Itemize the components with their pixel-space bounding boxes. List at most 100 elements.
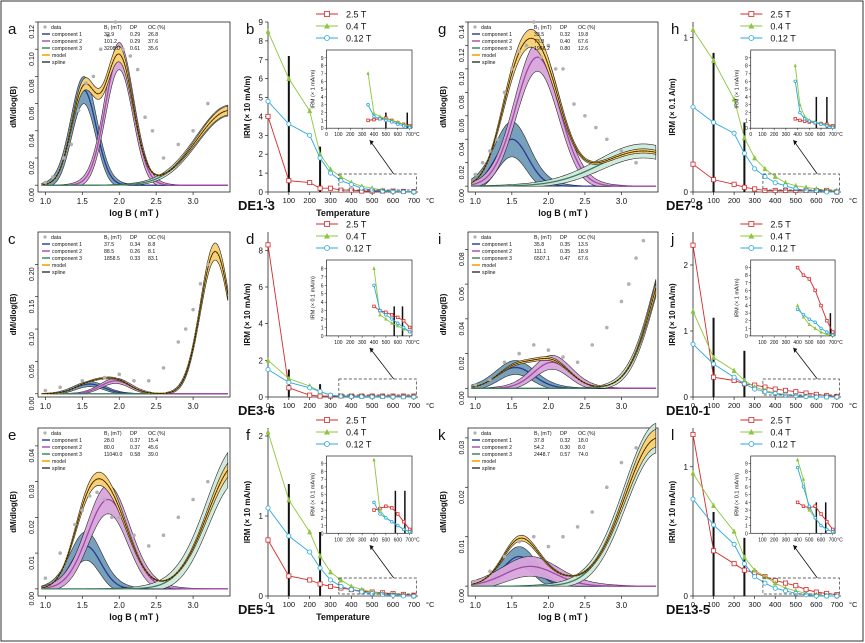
data-point — [191, 307, 195, 312]
point-0.4T — [690, 307, 696, 314]
point-0.12T — [752, 166, 758, 172]
point-0.4T — [265, 28, 271, 34]
legend-row-dp: 0.58 — [130, 452, 140, 458]
inset-x-tick-label: 200 — [770, 340, 779, 346]
point-0.12T — [819, 122, 823, 126]
point-0.12T — [731, 374, 737, 380]
data-point — [206, 262, 210, 267]
point-0.12T — [348, 181, 354, 187]
x-unit-label: °C — [849, 600, 858, 609]
legend-marker — [324, 441, 330, 447]
inset-x-tick-label: 600 — [394, 132, 403, 138]
point-2.5T — [711, 548, 717, 554]
inset-y-tick-label: 6 — [321, 283, 324, 289]
point-0.12T — [378, 308, 382, 313]
x-tick-label: 300 — [324, 401, 337, 410]
data-point — [143, 115, 147, 119]
x-tick-label: 2.5 — [579, 601, 591, 610]
data-point — [641, 238, 646, 243]
data-point — [102, 375, 107, 380]
x-tick-label: 2.5 — [579, 402, 591, 411]
inset-x-tick-label: 100 — [334, 132, 343, 138]
point-0.12T — [407, 125, 412, 130]
y-tick-label: 0.08 — [459, 95, 466, 109]
y-tick-label: 1 — [684, 327, 689, 336]
inset-x-tick-label: 700 — [405, 132, 414, 138]
x-tick-label: 2.5 — [151, 197, 163, 206]
data-point — [58, 385, 62, 390]
inset-y-tick-label: 2 — [321, 516, 324, 522]
model-band — [471, 428, 657, 585]
x-tick-label: 2.0 — [114, 197, 126, 206]
data-point — [98, 47, 103, 51]
inset-y-tick-label: 9 — [745, 266, 748, 272]
legend-label: 0.12 T — [770, 34, 796, 44]
point-0.12T — [831, 333, 835, 337]
inset-y-tick-label: 7 — [745, 281, 748, 287]
inset-y-tick-label: 8 — [745, 469, 748, 475]
legend-model-label: model — [482, 263, 496, 269]
point-0.4T — [265, 357, 271, 363]
point-0.12T — [834, 394, 840, 400]
point-2.5T — [772, 187, 778, 193]
data-point — [191, 129, 195, 133]
x-tick-label: 1.5 — [77, 197, 89, 206]
data-point — [488, 377, 492, 382]
inset-x-tick-label: 400 — [370, 132, 379, 138]
x-tick-label: 200 — [303, 401, 316, 410]
point-0.4T — [711, 57, 717, 63]
point-2.5T — [690, 242, 696, 248]
x-tick-label: 700 — [408, 196, 421, 205]
data-point — [113, 20, 118, 24]
legend-label: 2.5 T — [346, 416, 367, 426]
point-2.5T — [372, 117, 376, 122]
data-point — [517, 49, 521, 54]
point-2.5T — [762, 187, 768, 193]
point-0.4T — [690, 470, 696, 476]
inset-y-tick-label: 7 — [745, 71, 748, 77]
y-tick-label: 0.00 — [29, 397, 36, 411]
inset-x-tick-label: 400 — [370, 537, 379, 543]
legend-row-b: 33.5 — [534, 32, 544, 38]
point-0.12T — [369, 591, 375, 597]
legend-col-oc: OC (%) — [578, 25, 596, 31]
point-0.4T — [372, 265, 376, 270]
legend-row-label: component 1 — [52, 438, 82, 444]
point-2.5T — [741, 567, 747, 573]
data-point — [87, 494, 92, 498]
inset-x-tick-label: 500 — [805, 537, 814, 543]
y-tick-label: 0.02 — [459, 356, 466, 370]
x-tick-label: 2.0 — [543, 601, 555, 610]
data-point — [531, 534, 536, 539]
data-point — [183, 327, 188, 331]
point-2.5T — [793, 583, 799, 589]
data-point — [206, 479, 210, 484]
data-point — [539, 55, 543, 59]
data-point — [546, 43, 551, 48]
y-tick-label: 2 — [259, 150, 264, 159]
point-2.5T — [265, 242, 271, 248]
legend-label: 2.5 T — [770, 220, 791, 230]
point-0.4T — [741, 554, 747, 560]
point-2.5T — [317, 581, 323, 587]
legend-row-b: 88.5 — [104, 249, 114, 255]
zoom-box — [762, 378, 840, 396]
point-0.4T — [772, 579, 778, 586]
legend-row-oc: 19.8 — [578, 32, 588, 38]
legend-row-b: 54.2 — [534, 445, 544, 451]
data-point — [50, 175, 55, 179]
legend-label: 2.5 T — [346, 220, 367, 230]
data-point — [605, 137, 609, 142]
point-2.5T — [307, 392, 313, 398]
inset-x-tick-label: 200 — [346, 537, 355, 543]
inset-x-tick-label: 500 — [382, 132, 391, 138]
point-0.12T — [338, 583, 344, 589]
inset-y-tick-label: 1 — [321, 325, 324, 331]
inset-y-tick-label: 1 — [321, 524, 324, 530]
inset-y-tick-label: 0 — [321, 531, 324, 537]
inset-x-tick-label: 100 — [758, 132, 767, 138]
x-tick-label: 500 — [366, 600, 379, 609]
x-tick-label: 500 — [790, 401, 803, 410]
x-tick-label: 300 — [748, 401, 761, 410]
